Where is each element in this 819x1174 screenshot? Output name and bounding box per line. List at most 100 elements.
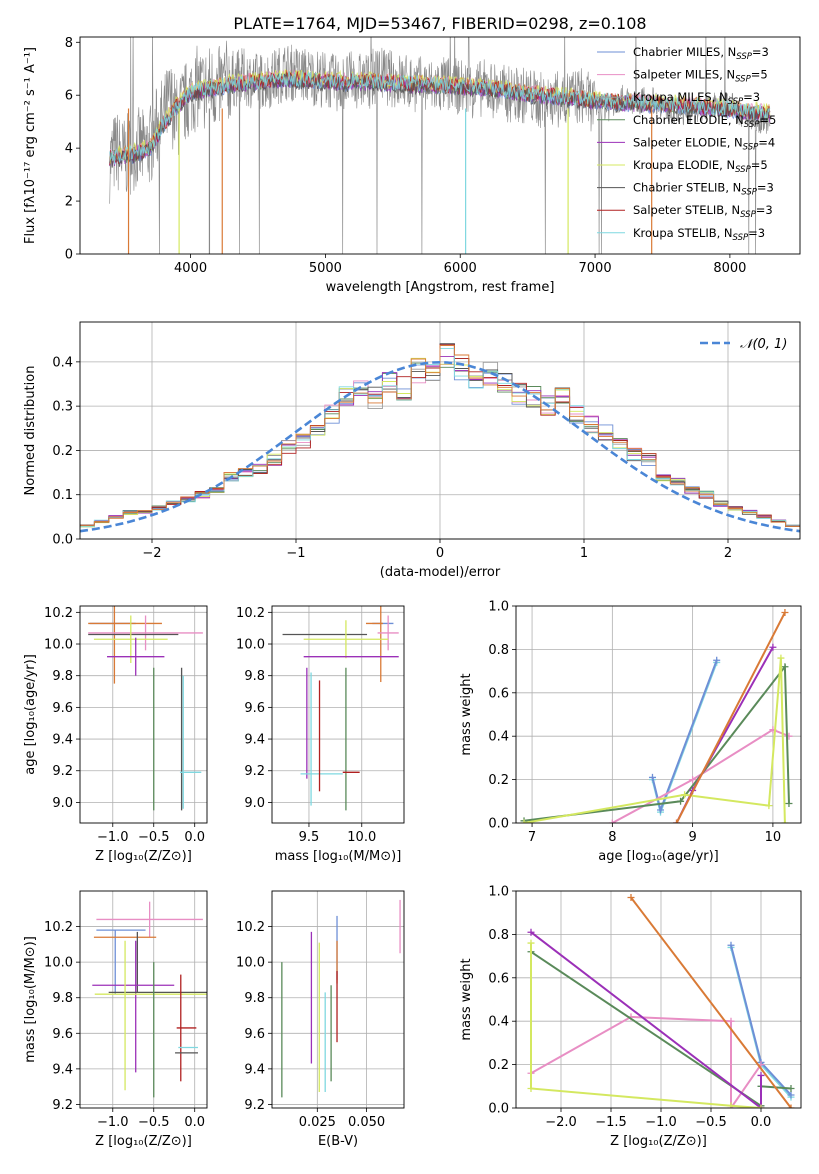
legend-label-subscript: SSP [744, 120, 760, 130]
legend-label: Chabrier ELODIE, NSSP=5 [633, 113, 776, 130]
y-axis-label: age [log₁₀(age/yr)] [23, 654, 38, 775]
legend-label-subscript: SSP [741, 188, 757, 198]
y-tick-label: 1.0 [488, 885, 509, 900]
x-tick-label: 0.0 [184, 830, 205, 845]
model-spectrum-line [109, 70, 771, 165]
legend-label: Salpeter ELODIE, NSSP=4 [633, 135, 775, 152]
legend-label: Chabrier STELIB, NSSP=3 [633, 181, 774, 198]
y-axis-label: Normed distribution [23, 366, 38, 496]
weight-marker [608, 819, 616, 823]
y-tick-label: 10.0 [44, 638, 73, 653]
x-tick-label: −0.5 [138, 1115, 170, 1130]
observed-spectrum-line [109, 37, 771, 254]
y-tick-label: 9.6 [52, 1027, 73, 1042]
legend-label-value: =3 [743, 90, 760, 104]
legend-label: Salpeter MILES, NSSP=5 [633, 68, 768, 85]
weight-marker [677, 797, 685, 805]
legend-label-value: =5 [751, 158, 768, 172]
mass_vs_ebv-axes: 0.025 0.050 9.2 9.4 9.6 9.8 10.0 10.2 E(B-V) [236, 891, 404, 1149]
legend-label-text: Kroupa MILES, N [633, 90, 728, 104]
legend-label: Salpeter STELIB, NSSP=3 [633, 203, 773, 220]
weight-marker [527, 928, 535, 936]
y-tick-label: 9.8 [52, 991, 73, 1006]
y-tick-label: 9.2 [244, 764, 265, 779]
spectrum-axes: 4000 5000 6000 7000 8000 0 2 4 6 8 wavelength [Ang… [23, 36, 746, 295]
weight-marker [785, 799, 793, 807]
x-tick-label: −2 [142, 546, 161, 561]
weight_vs_Z-lines [527, 894, 795, 1108]
legend-label: Chabrier MILES, NSSP=3 [633, 45, 769, 62]
legend-label: Kroupa MILES, NSSP=3 [633, 90, 760, 107]
mass_vs_Z-errorbars [92, 901, 207, 1098]
mass_vs_ebv-errorbars [281, 899, 401, 1098]
legend-label-value: =3 [756, 203, 773, 217]
legend-label-subscript: SSP [735, 75, 751, 85]
legend-label: Kroupa ELODIE, NSSP=5 [633, 158, 768, 175]
y-tick-label: 1.0 [488, 600, 509, 615]
y-tick-label: 9.8 [244, 669, 265, 684]
weight-marker [757, 1104, 765, 1108]
legend-label-text: Chabrier MILES, N [633, 45, 736, 59]
y-tick-label: 10.0 [236, 638, 265, 653]
x-axis-label: Z [log₁₀(Z/Z⊙)] [95, 849, 192, 864]
histogram-steps [80, 343, 800, 533]
x-tick-label: 2 [724, 546, 732, 561]
legend-label-value: =3 [757, 181, 774, 195]
legend-label-subscript: SSP [728, 97, 744, 107]
y-tick-label: 0.3 [52, 400, 73, 415]
y-tick-label: 9.2 [52, 1098, 73, 1113]
x-tick-label: −1 [286, 546, 305, 561]
weight-marker [769, 643, 777, 651]
x-tick-label: 0.025 [299, 1115, 336, 1130]
spectrum-frame [79, 36, 801, 255]
x-tick-label: 6000 [444, 261, 477, 276]
y-tick-label: 0.4 [52, 355, 73, 370]
x-axis-label: age [log₁₀(age/yr)] [598, 849, 719, 864]
y-tick-label: 0.2 [52, 444, 73, 459]
legend-label-value: =3 [748, 226, 765, 240]
age_vs_Z-axes: −1.0 −0.5 0.0 9.0 9.2 9.4 9.6 9.8 10.0 10.2 Z [log… [23, 606, 207, 864]
weight-marker [757, 1071, 765, 1079]
age_vs_mass-axes: 9.5 10.0 9.0 9.2 9.4 9.6 9.8 10.0 10.2 mass [log₁… [236, 606, 404, 864]
weight-marker [781, 663, 789, 671]
x-tick-label: 7000 [579, 261, 612, 276]
y-axis-label: mass weight [459, 673, 474, 755]
legend-label-text: Salpeter STELIB, N [633, 203, 740, 217]
weight-marker [727, 1102, 735, 1108]
legend-label-subscript: SSP [743, 142, 759, 152]
y-tick-label: 0 [65, 248, 73, 263]
spectrum-lines [109, 37, 771, 254]
legend-label-value: =5 [751, 68, 768, 82]
weight-line [651, 659, 718, 814]
y-tick-label: 8 [65, 36, 73, 51]
age_vs_Z-frame [79, 605, 208, 824]
legend-label-value: =5 [759, 113, 776, 127]
x-tick-label: 0 [436, 546, 444, 561]
x-tick-label: 5000 [309, 261, 342, 276]
weight-line [630, 896, 792, 1108]
y-tick-label: 10.2 [44, 920, 73, 935]
y-tick-label: 10.2 [236, 606, 265, 621]
weight-marker [781, 609, 789, 617]
y-tick-label: 9.4 [52, 1062, 73, 1077]
y-tick-label: 9.4 [244, 733, 265, 748]
legend-label-subscript: SSP [736, 52, 752, 62]
y-tick-label: 9.6 [244, 1027, 265, 1042]
x-tick-label: −1.0 [97, 1115, 129, 1130]
x-axis-label: Z [log₁₀(Z/Z⊙)] [95, 1134, 192, 1149]
age_vs_mass-errorbars [282, 606, 399, 811]
y-tick-label: 0.8 [488, 643, 509, 658]
y-tick-label: 0.0 [488, 1102, 509, 1117]
y-tick-label: 9.8 [52, 669, 73, 684]
weight-marker [787, 1104, 795, 1108]
x-axis-label: wavelength [Angstrom, rest frame] [326, 280, 555, 295]
weight-marker [673, 819, 681, 823]
y-tick-label: 9.0 [244, 796, 265, 811]
y-tick-label: 10.0 [44, 956, 73, 971]
figure-title: PLATE=1764, MJD=53467, FIBERID=0298, z=0… [233, 14, 646, 33]
age_vs_Z-errorbars [88, 606, 203, 811]
weight_vs_age-lines [520, 609, 793, 823]
weight-marker [681, 791, 689, 799]
x-tick-label: −1.0 [97, 830, 129, 845]
